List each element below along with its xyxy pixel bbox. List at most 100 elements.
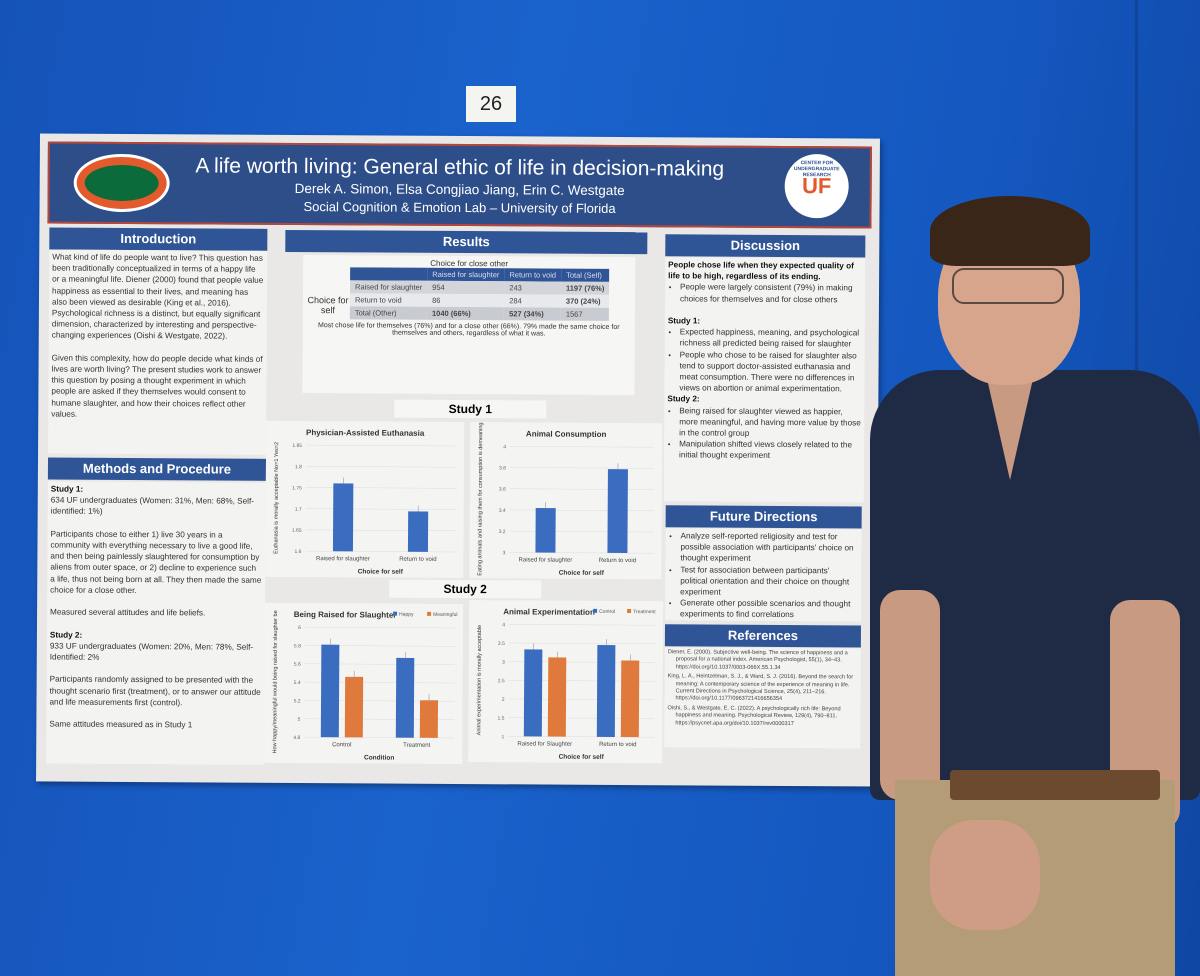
y-tick-label: 6: [298, 625, 301, 631]
methods-study2-sample: 933 UF undergraduates (Women: 20%, Men: …: [49, 641, 254, 662]
future-bullet: Analyze self-reported religiosity and te…: [680, 530, 858, 565]
y-tick-label: 3.6: [499, 487, 506, 493]
y-tick-label: 5.2: [294, 698, 301, 704]
y-tick-label: 5.6: [294, 662, 301, 668]
gridline: [509, 509, 654, 512]
board-number: 26: [466, 86, 516, 122]
intro-paragraph-2: Given this complexity, how do people dec…: [51, 353, 263, 419]
y-tick-label: 5: [298, 717, 301, 723]
chart-euthanasia: Physician-Assisted Euthanasia 1.6 1.65 1.7 1…: [265, 420, 465, 579]
gridline: [509, 488, 654, 490]
discussion-heading: Discussion: [665, 234, 866, 258]
x-axis-label: Choice for self: [559, 570, 605, 577]
legend-swatch: [427, 611, 432, 616]
y-axis-label: How happy/meaningful would being raised …: [272, 610, 279, 753]
legend-label: Meaningful: [433, 612, 458, 618]
references-heading: References: [664, 624, 861, 648]
col-header: Total (Self): [561, 268, 610, 282]
gridline: [305, 550, 456, 553]
bar-value: [332, 483, 354, 552]
gridline: [510, 446, 655, 448]
discussion-study1-title: Study 1:: [667, 316, 701, 326]
methods-study1-sample: 634 UF undergraduates (Women: 31%, Men: …: [50, 495, 255, 517]
bar-meaningful: [344, 676, 364, 738]
references-list: Diener, E. (2000). Subjective well-being…: [664, 647, 861, 749]
legend-label: Treatment: [633, 609, 656, 615]
table-row: Total (Other) 1040 (66%) 527 (34%) 1567: [349, 306, 610, 321]
y-tick-label: 3.4: [499, 508, 506, 514]
bar-value: [607, 469, 628, 554]
y-tick-label: 1.5: [497, 716, 504, 722]
table-row-header: Choice for self: [307, 295, 349, 316]
bar-value: [535, 507, 556, 553]
chart-title: Animal Consumption: [526, 429, 607, 438]
results-table-box: Choice for close other Choice for self R…: [302, 255, 636, 396]
gridline: [306, 444, 457, 447]
bar-control: [523, 649, 543, 737]
gridline: [305, 487, 456, 489]
future-heading: Future Directions: [665, 505, 862, 529]
y-axis-label: Euthanasia is morally acceptable No=1 Ye…: [273, 442, 280, 554]
gridline: [509, 552, 654, 554]
x-tick-label: Return to void: [399, 557, 436, 563]
gridline: [305, 508, 456, 510]
y-tick-label: 3: [502, 660, 505, 666]
x-tick-label: Return to void: [599, 558, 636, 564]
poster-authors: Derek A. Simon, Elsa Congjiao Jiang, Eri…: [294, 180, 625, 199]
introduction-heading: Introduction: [49, 227, 268, 251]
bar-value: [407, 511, 429, 552]
results-heading: Results: [285, 229, 648, 255]
person-hands: [930, 820, 1040, 930]
gridline: [509, 530, 654, 533]
reference-item: King, L. A., Heintzelman, S. J., & Ward,…: [667, 673, 854, 703]
future-bullet: Generate other possible scenarios and th…: [680, 598, 858, 621]
future-bullet: Test for association between participant…: [680, 564, 858, 599]
y-tick-label: 1.7: [295, 507, 302, 513]
results-table: Raised for slaughter Return to void Total …: [349, 267, 610, 321]
poster-header: A life worth living: General ethic of li…: [47, 141, 872, 229]
poster-affiliation: Social Cognition & Emotion Lab – Univers…: [303, 199, 616, 216]
reference-item: Diener, E. (2000). Subjective well-being…: [667, 649, 848, 671]
discussion-bullet: Being raised for slaughter viewed as hap…: [679, 405, 861, 440]
x-axis-label: Choice for self: [358, 568, 404, 575]
intro-paragraph-1: What kind of life do people want to live…: [51, 252, 264, 342]
chart-animal-consumption: Animal Consumption 3 3.2 3.4 3.6 3.8 4 Eating a…: [469, 422, 663, 580]
gridline: [508, 642, 655, 645]
discussion-lead: People chose life when they expected qua…: [668, 260, 854, 282]
x-tick-label: Control: [332, 742, 351, 748]
y-tick-label: 3: [503, 550, 506, 556]
discussion-bullet: People who chose to be raised for slaugh…: [679, 349, 861, 395]
methods-study1-measures: Measured several attitudes and life beli…: [50, 607, 206, 618]
y-tick-label: 5.4: [294, 680, 301, 686]
chart-title: Animal Experimentation: [503, 607, 595, 617]
person-left-arm: [880, 590, 940, 800]
x-tick-label: Raised for slaughter: [519, 557, 573, 563]
y-tick-label: 1.75: [292, 485, 302, 491]
gridline: [305, 466, 456, 468]
methods-text: Study 1: 634 UF undergraduates (Women: 3…: [46, 481, 266, 765]
y-tick-label: 2: [502, 697, 505, 703]
x-tick-label: Raised for slaughter: [316, 556, 370, 562]
future-text: Analyze self-reported religiosity and te…: [665, 528, 862, 622]
discussion-study2-title: Study 2:: [667, 394, 700, 404]
col-header: Return to void: [504, 268, 562, 282]
glasses-icon: [952, 268, 1064, 304]
y-tick-label: 4: [503, 444, 506, 450]
y-axis-label: Animal experimentation is morally accept…: [476, 625, 483, 735]
bar-control: [596, 645, 616, 737]
col-header: Raised for slaughter: [427, 267, 505, 282]
bar-treatment: [620, 660, 640, 738]
y-tick-label: 3.2: [499, 529, 506, 535]
methods-study1-title: Study 1:: [50, 484, 84, 494]
y-tick-label: 1.85: [292, 443, 302, 449]
chart-title: Being Raised for Slaughter: [294, 610, 397, 620]
methods-study1-procedure: Participants chose to either 1) live 30 …: [50, 529, 262, 595]
person-hair: [930, 196, 1090, 266]
y-tick-label: 4.8: [293, 735, 300, 741]
bar-meaningful: [419, 700, 439, 738]
gridline: [304, 626, 455, 629]
study1-label: Study 1: [394, 399, 547, 419]
table-caption: Most chose life for themselves (76%) and…: [318, 322, 620, 338]
discussion-bullet: People were largely consistent (79%) in …: [680, 282, 862, 306]
legend-label: Happy: [399, 612, 414, 618]
